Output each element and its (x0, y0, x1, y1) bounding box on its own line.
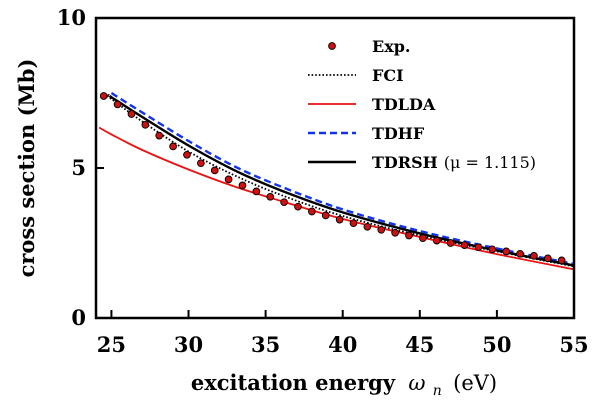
x-tick-label: 55 (559, 332, 588, 357)
exp-point (99, 92, 108, 100)
exp-point (557, 256, 566, 265)
exp-point (238, 181, 247, 190)
exp-point (141, 120, 150, 129)
exp-point (321, 211, 330, 220)
exp-point (224, 175, 233, 184)
exp-point (363, 222, 372, 231)
exp-point (488, 245, 497, 254)
exp-point (419, 234, 427, 243)
x-tick-label: 25 (97, 332, 126, 357)
legend-exp-label: Exp. (372, 37, 411, 56)
x-tick-label: 30 (174, 332, 203, 357)
exp-point (183, 150, 191, 159)
legend: Exp. FCI TDLDA TDHF TDRSH (μ = 1.115) (308, 37, 536, 172)
x-tick-label: 40 (328, 332, 357, 357)
x-axis-label: excitation energy ω n (eV) (191, 370, 497, 400)
exp-point (280, 198, 288, 207)
axis-ticks: 25 30 35 40 45 50 55 0 5 10 (57, 5, 589, 357)
exp-point (197, 159, 205, 168)
exp-point (502, 247, 511, 256)
tdhf-line (110, 91, 575, 266)
y-axis-label: cross section (Mb) (14, 59, 39, 278)
exp-point (349, 219, 358, 228)
exp-point (530, 252, 538, 260)
exp-point (308, 207, 316, 216)
exp-point (127, 110, 136, 118)
exp-point (266, 192, 275, 201)
exp-point (169, 142, 177, 151)
exp-point (446, 239, 455, 247)
y-tick-label: 10 (57, 5, 86, 30)
exp-point (294, 202, 302, 211)
exp-point (377, 225, 386, 234)
exp-point (335, 215, 344, 224)
y-tick-label: 5 (71, 155, 86, 180)
exp-point (155, 131, 164, 140)
exp-point (210, 166, 219, 175)
legend-tdrsh-label: TDRSH (μ = 1.115) (372, 153, 536, 172)
exp-point (405, 231, 413, 240)
legend-tdhf-label: TDHF (372, 124, 425, 143)
legend-fci-label: FCI (372, 66, 404, 85)
plot-marks (98, 91, 575, 271)
exp-point (543, 254, 552, 263)
tdrsh-line (107, 94, 575, 267)
exp-point (252, 187, 261, 196)
exp-point (474, 243, 483, 252)
exp-point (432, 236, 441, 245)
fci-line (106, 95, 575, 268)
legend-exp-marker (328, 42, 336, 50)
x-tick-label: 35 (251, 332, 280, 357)
exp-point (113, 100, 122, 109)
x-tick-label: 45 (405, 332, 434, 357)
y-tick-label: 0 (71, 305, 86, 330)
legend-tdlda-label: TDLDA (372, 95, 436, 114)
exp-point (460, 241, 469, 249)
x-tick-label: 50 (482, 332, 511, 357)
exp-point (391, 228, 399, 237)
exp-point (516, 249, 524, 258)
